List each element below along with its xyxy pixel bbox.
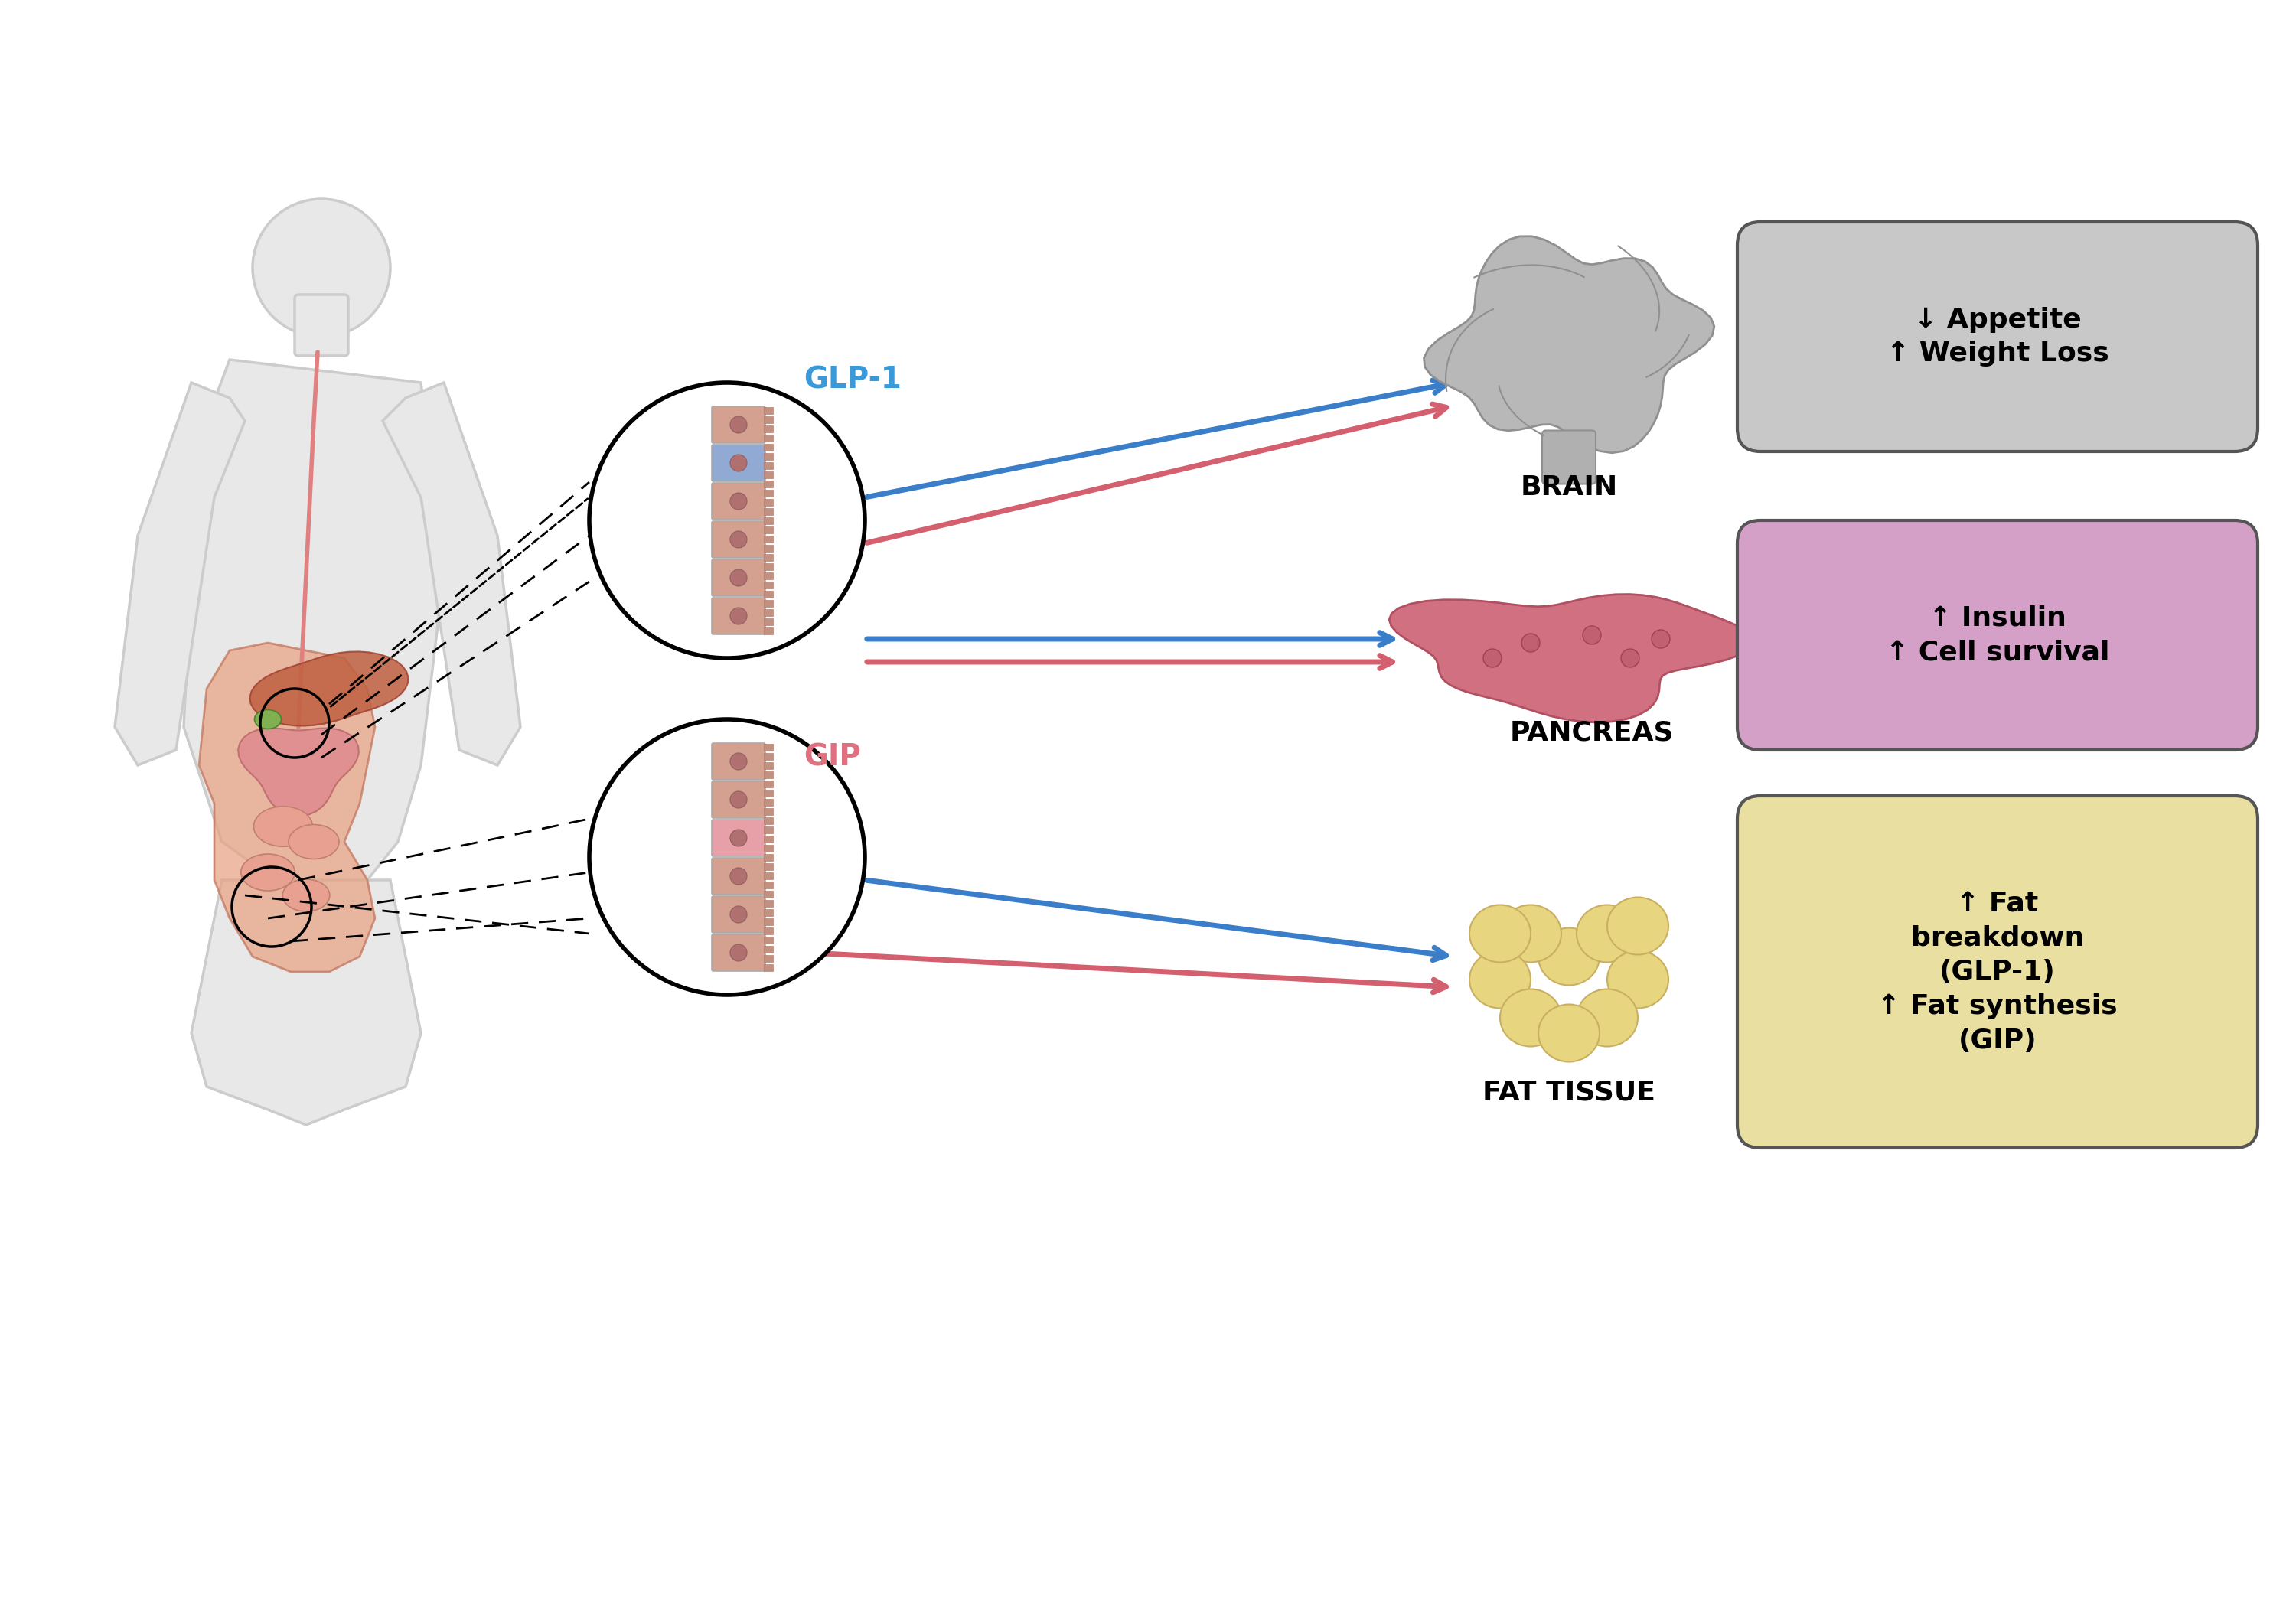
Polygon shape — [239, 728, 358, 816]
Ellipse shape — [1469, 951, 1531, 1008]
Text: FAT TISSUE: FAT TISSUE — [1483, 1078, 1655, 1106]
Bar — [765, 554, 774, 561]
Bar — [765, 927, 774, 934]
Bar — [765, 517, 774, 524]
FancyBboxPatch shape — [712, 781, 765, 818]
Bar — [765, 947, 774, 953]
Circle shape — [253, 199, 390, 337]
FancyBboxPatch shape — [1543, 431, 1596, 484]
Ellipse shape — [1538, 927, 1600, 985]
FancyBboxPatch shape — [712, 521, 765, 558]
Circle shape — [730, 493, 746, 509]
Bar — [765, 508, 774, 514]
Text: GIP: GIP — [804, 742, 861, 771]
Ellipse shape — [1499, 988, 1561, 1046]
Circle shape — [730, 416, 746, 434]
FancyBboxPatch shape — [712, 897, 765, 932]
Bar — [765, 562, 774, 570]
Bar — [765, 789, 774, 797]
Ellipse shape — [253, 807, 312, 847]
Bar — [765, 955, 774, 963]
Circle shape — [1522, 633, 1541, 652]
Text: GLP-1: GLP-1 — [804, 365, 902, 394]
Bar — [765, 434, 774, 442]
Ellipse shape — [255, 710, 280, 730]
Bar — [765, 444, 774, 450]
Bar — [765, 808, 774, 815]
FancyBboxPatch shape — [712, 559, 765, 596]
Circle shape — [590, 720, 866, 995]
Circle shape — [1621, 649, 1639, 667]
Bar — [765, 818, 774, 824]
Bar — [765, 762, 774, 770]
Text: ↑ Fat
breakdown
(GLP-1)
↑ Fat synthesis
(GIP): ↑ Fat breakdown (GLP-1) ↑ Fat synthesis … — [1878, 890, 2117, 1054]
Polygon shape — [1389, 595, 1752, 722]
Bar — [765, 799, 774, 805]
Bar — [765, 498, 774, 506]
FancyBboxPatch shape — [1738, 222, 2257, 452]
FancyBboxPatch shape — [1738, 521, 2257, 750]
FancyBboxPatch shape — [712, 742, 765, 779]
Bar — [765, 882, 774, 889]
Circle shape — [730, 829, 746, 847]
Bar — [765, 426, 774, 432]
Circle shape — [730, 530, 746, 548]
Bar — [765, 836, 774, 842]
Bar — [765, 744, 774, 750]
Circle shape — [1651, 630, 1669, 648]
Text: BRAIN: BRAIN — [1520, 474, 1619, 500]
Bar — [765, 582, 774, 588]
Circle shape — [730, 868, 746, 884]
Ellipse shape — [1577, 905, 1637, 963]
Bar — [765, 627, 774, 635]
Bar — [765, 845, 774, 852]
FancyBboxPatch shape — [712, 407, 765, 444]
Bar — [765, 463, 774, 469]
Bar — [765, 900, 774, 906]
FancyBboxPatch shape — [712, 598, 765, 635]
Bar — [765, 535, 774, 543]
FancyBboxPatch shape — [712, 445, 765, 482]
Polygon shape — [191, 881, 420, 1125]
Ellipse shape — [289, 824, 340, 860]
Ellipse shape — [1577, 988, 1637, 1046]
Ellipse shape — [282, 879, 331, 911]
Bar — [765, 572, 774, 579]
Circle shape — [590, 382, 866, 659]
Circle shape — [730, 791, 746, 808]
Bar — [765, 416, 774, 423]
Ellipse shape — [1538, 1004, 1600, 1062]
Bar — [765, 937, 774, 943]
FancyBboxPatch shape — [1738, 795, 2257, 1147]
Bar — [765, 471, 774, 479]
Ellipse shape — [241, 853, 294, 890]
FancyBboxPatch shape — [712, 934, 765, 971]
FancyBboxPatch shape — [294, 294, 349, 355]
Circle shape — [730, 754, 746, 770]
Bar — [765, 490, 774, 497]
Ellipse shape — [1499, 905, 1561, 963]
Bar — [765, 964, 774, 971]
Polygon shape — [1424, 236, 1715, 453]
FancyBboxPatch shape — [712, 482, 765, 519]
Bar — [765, 853, 774, 861]
Bar — [765, 918, 774, 926]
Bar — [765, 480, 774, 487]
FancyBboxPatch shape — [712, 820, 765, 857]
Circle shape — [1483, 649, 1502, 667]
Polygon shape — [184, 360, 443, 895]
Polygon shape — [115, 382, 246, 765]
Bar — [765, 407, 774, 415]
Bar — [765, 863, 774, 869]
Text: ↑ Insulin
↑ Cell survival: ↑ Insulin ↑ Cell survival — [1885, 604, 2110, 665]
Bar — [765, 545, 774, 551]
Bar — [765, 453, 774, 460]
Bar — [765, 890, 774, 898]
Bar — [765, 599, 774, 607]
Ellipse shape — [1469, 905, 1531, 963]
Polygon shape — [250, 651, 409, 726]
Text: ↓ Appetite
↑ Weight Loss: ↓ Appetite ↑ Weight Loss — [1887, 307, 2108, 366]
Bar — [765, 873, 774, 879]
Circle shape — [730, 607, 746, 625]
Polygon shape — [383, 382, 521, 765]
